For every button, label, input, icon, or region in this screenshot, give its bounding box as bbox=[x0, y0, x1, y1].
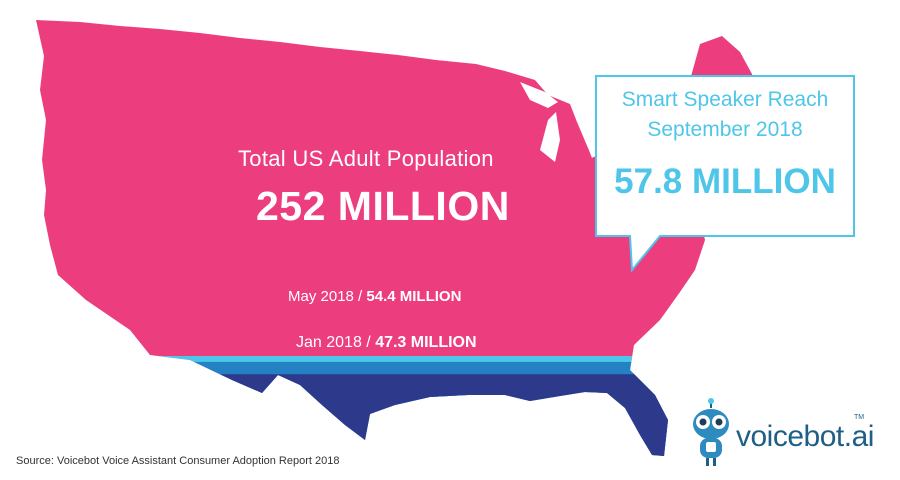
total-population-label: Total US Adult Population bbox=[238, 146, 494, 171]
source-note: Source: Voicebot Voice Assistant Consume… bbox=[16, 455, 340, 467]
callout-value: 57.8 MILLION bbox=[614, 162, 836, 201]
callout-box bbox=[595, 75, 855, 273]
great-lakes-shape bbox=[520, 82, 612, 162]
may-2018-value: 54.4 MILLION bbox=[366, 288, 462, 305]
jan-2018-label: Jan 2018 / 47.3 MILLION bbox=[296, 334, 477, 352]
jan-2018-date: Jan 2018 bbox=[296, 334, 362, 351]
voicebot-logo: voicebot.ai TM bbox=[688, 398, 888, 470]
logo-suffix: .ai bbox=[843, 420, 875, 453]
logo-trademark: TM bbox=[854, 414, 865, 421]
logo-name: voicebot bbox=[736, 420, 844, 453]
may-2018-separator: / bbox=[353, 288, 367, 305]
may-2018-label: May 2018 / 54.4 MILLION bbox=[288, 288, 461, 305]
callout-date: September 2018 bbox=[647, 118, 803, 141]
jan-2018-value: 47.3 MILLION bbox=[375, 334, 477, 351]
logo-wordmark: voicebot.ai bbox=[736, 420, 874, 454]
callout-title: Smart Speaker Reach bbox=[621, 88, 829, 111]
total-population-value: 252 MILLION bbox=[256, 183, 510, 229]
may-2018-date: May 2018 bbox=[288, 288, 354, 305]
robot-mascot-icon bbox=[693, 398, 729, 466]
jan-2018-separator: / bbox=[361, 334, 376, 351]
